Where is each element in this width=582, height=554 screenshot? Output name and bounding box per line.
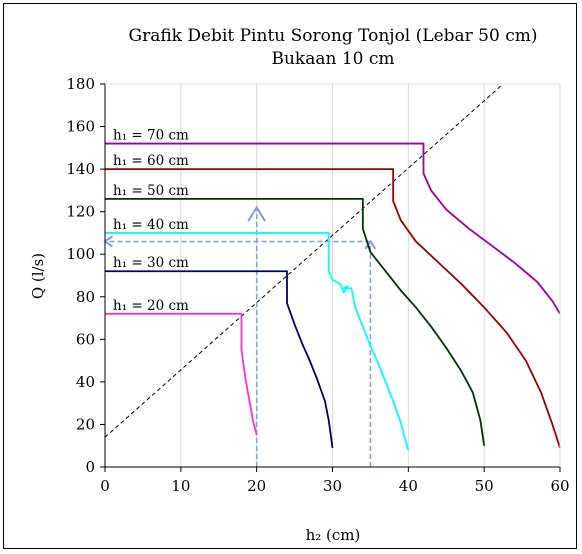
series-group: h₁ = 20 cm h₁ = 30 cm h₁ = 40 cm h₁ = 50 cm…: [104, 128, 561, 451]
y-tick-label-2: 40: [76, 373, 95, 391]
series-5: h₁ = 70 cm: [104, 128, 561, 315]
series-label-1: h₁ = 30 cm: [113, 255, 189, 271]
series-0: h₁ = 20 cm: [104, 298, 258, 436]
y-tick-label-1: 20: [76, 415, 95, 433]
x-tick-label-2: 20: [247, 477, 266, 495]
y-tick-label-3: 60: [76, 330, 95, 348]
x-axis-label: h₂ (cm): [306, 526, 361, 544]
series-label-2: h₁ = 40 cm: [113, 217, 189, 233]
reference-dashed-line: [104, 83, 504, 438]
series-line-2: [105, 232, 410, 451]
x-tick-label-6: 60: [550, 477, 569, 495]
annotation-arrows: [103, 205, 377, 467]
x-tick-label-5: 50: [475, 477, 494, 495]
y-axis-label: Q (l/s): [29, 253, 47, 299]
y-tick-label-7: 140: [66, 160, 95, 178]
annotation-arrow-up-0: [247, 205, 266, 467]
y-tick-label-0: 0: [85, 458, 95, 476]
y-axis-ticks: 0 20 40 60 80 100 120 140 160 180: [66, 75, 105, 476]
series-line-1: [105, 270, 334, 448]
series-label-5: h₁ = 70 cm: [113, 128, 189, 144]
series-label-4: h₁ = 60 cm: [113, 153, 189, 169]
y-tick-label-4: 80: [76, 288, 95, 306]
x-tick-label-3: 30: [323, 477, 342, 495]
x-axis-ticks: 0 10 20 30 40 50 60: [100, 467, 570, 495]
chart-frame: [3, 3, 577, 549]
series-2: h₁ = 40 cm: [104, 217, 410, 451]
annotation-arrow-left-2: [103, 235, 371, 248]
annotation-arrowhead-0: [247, 205, 266, 222]
y-tick-label-6: 120: [66, 203, 95, 221]
reference-line: [104, 83, 504, 438]
y-tick-label-9: 180: [66, 75, 95, 93]
series-1: h₁ = 30 cm: [104, 255, 334, 448]
series-label-3: h₁ = 50 cm: [113, 183, 189, 199]
y-tick-label-8: 160: [66, 118, 95, 136]
series-label-0: h₁ = 20 cm: [113, 298, 189, 314]
x-tick-label-4: 40: [399, 477, 418, 495]
chart-subtitle: Bukaan 10 cm: [271, 49, 394, 69]
x-tick-label-0: 0: [100, 477, 110, 495]
y-tick-label-5: 100: [66, 245, 95, 263]
chart-title: Grafik Debit Pintu Sorong Tonjol (Lebar …: [128, 26, 537, 46]
x-tick-label-1: 10: [171, 477, 190, 495]
series-4: h₁ = 60 cm: [104, 153, 561, 449]
series-3: h₁ = 50 cm: [104, 183, 486, 446]
